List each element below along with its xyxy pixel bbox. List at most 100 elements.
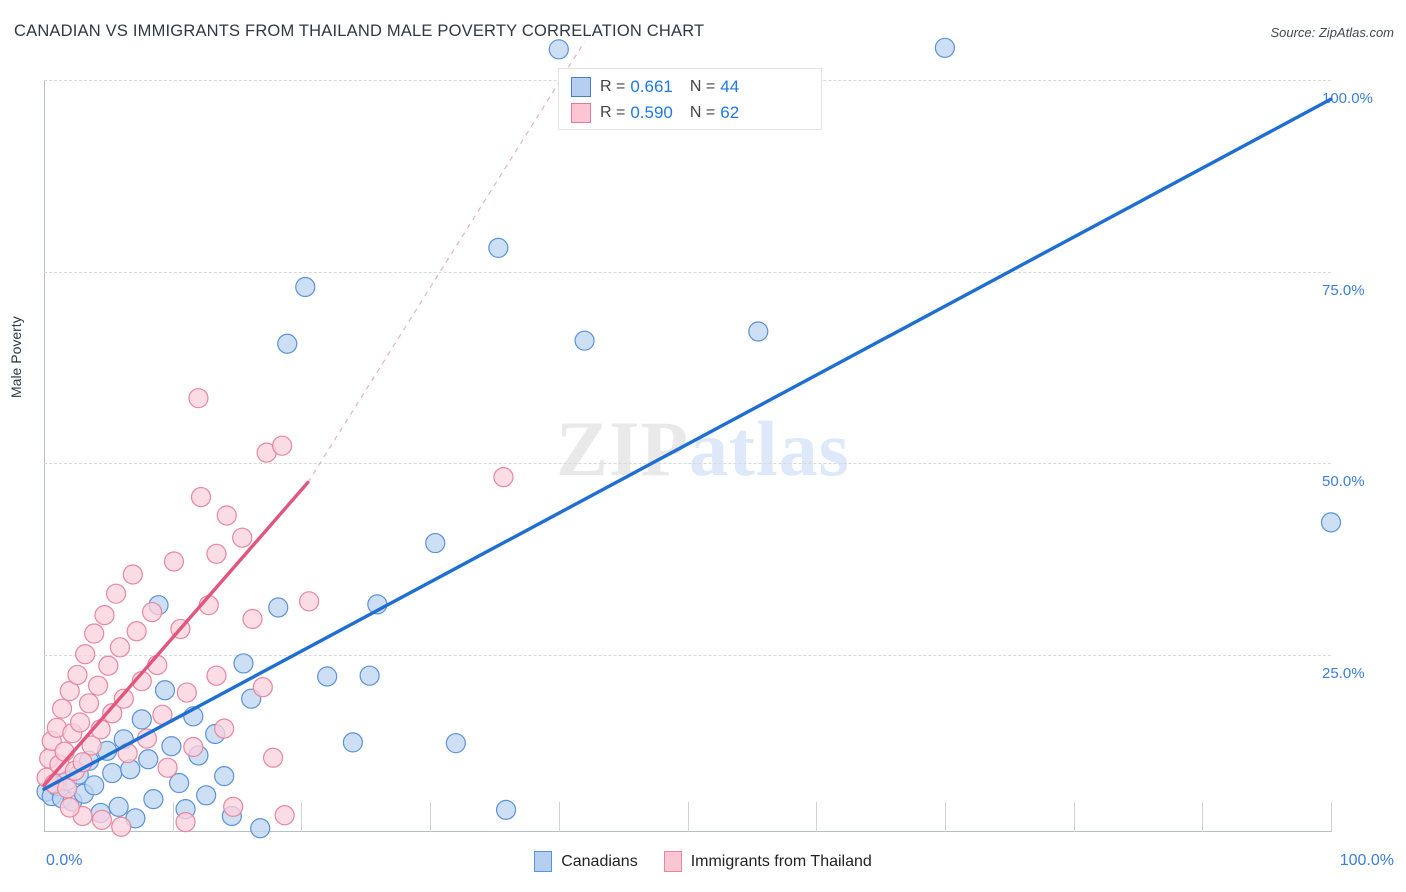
data-point (268, 597, 289, 618)
data-point (934, 37, 956, 58)
data-point (493, 467, 514, 488)
n-value-canadians: 44 (720, 77, 740, 96)
data-point (163, 551, 185, 572)
r-label-canadians: R = (600, 78, 626, 95)
data-point (157, 757, 178, 778)
data-point (102, 762, 123, 784)
data-point (242, 608, 263, 630)
data-point (214, 718, 235, 739)
x-axis-tick (172, 802, 174, 832)
data-point (548, 39, 569, 60)
data-point (748, 321, 769, 342)
y-axis-tick-label: 25.0% (1322, 665, 1365, 682)
data-point (143, 789, 164, 810)
stats-row-canadians: R = 0.661 N = 44 (571, 74, 811, 100)
data-point (91, 809, 113, 830)
data-point (495, 799, 517, 820)
data-point (233, 653, 254, 674)
r-value-canadians: 0.661 (630, 77, 673, 96)
data-point (113, 688, 134, 709)
y-axis-line (44, 80, 45, 832)
data-point (445, 733, 466, 754)
data-point (138, 749, 159, 770)
data-point (87, 675, 109, 696)
x-axis-tick (301, 802, 303, 832)
data-point (169, 772, 190, 794)
page-title: CANADIAN VS IMMIGRANTS FROM THAILAND MAL… (14, 22, 705, 40)
trend-line-canadians (42, 97, 1333, 791)
data-point (277, 333, 298, 354)
data-point (295, 276, 316, 298)
data-point (122, 564, 143, 585)
trend-line-immigrants-from-thailand (42, 480, 310, 788)
data-point (188, 388, 209, 409)
data-point (190, 486, 212, 508)
y-axis-tick-label: 50.0% (1322, 473, 1365, 491)
r-label-thailand: R = (600, 104, 626, 121)
data-point (111, 816, 132, 837)
data-point (75, 644, 96, 665)
data-point (102, 703, 123, 724)
data-point (1320, 512, 1342, 533)
n-label-canadians: N = (689, 78, 716, 95)
data-point (183, 736, 204, 758)
data-point (175, 812, 196, 833)
data-point (223, 796, 244, 817)
data-point (84, 623, 105, 644)
x-axis-tick (1202, 802, 1204, 832)
x-axis-min-label: 0.0% (46, 852, 83, 869)
data-point (176, 682, 197, 703)
x-axis-tick (430, 802, 432, 832)
data-point (359, 665, 380, 686)
correlation-stats-legend: R = 0.661 N = 44 R = 0.590 N = 62 (558, 68, 822, 130)
data-point (81, 735, 102, 756)
data-point (84, 775, 105, 796)
data-point (206, 665, 227, 686)
data-point (274, 805, 295, 826)
data-point (206, 543, 227, 564)
stats-row-thailand: R = 0.590 N = 62 (571, 100, 811, 126)
data-point (98, 655, 119, 676)
series-legend-label: Canadians (561, 852, 638, 870)
data-point (161, 736, 182, 757)
x-axis-tick (1073, 802, 1075, 832)
data-point (78, 693, 100, 714)
gridline (44, 655, 1331, 656)
y-axis-tick-label: 75.0% (1322, 281, 1365, 299)
n-value-thailand: 62 (720, 103, 740, 122)
gridline (44, 271, 1331, 273)
n-label-thailand: N = (689, 104, 716, 121)
x-axis-max-label: 100.0% (1339, 852, 1394, 869)
points-canadians (36, 37, 1342, 839)
r-value-thailand: 0.590 (630, 103, 673, 122)
x-axis-tick (944, 802, 946, 832)
series-legend: Canadians Immigrants from Thailand (0, 851, 1406, 872)
data-point (94, 605, 115, 626)
data-point (51, 698, 73, 719)
series-legend-label: Immigrants from Thailand (690, 852, 872, 870)
data-point (271, 435, 293, 456)
data-point (59, 680, 80, 702)
data-point (299, 591, 320, 612)
data-point (126, 621, 147, 642)
x-axis-tick (687, 802, 689, 832)
legend-swatch-canadians (571, 77, 591, 97)
series-legend-item[interactable]: Immigrants from Thailand (663, 851, 872, 872)
data-point (131, 709, 152, 730)
data-point (488, 237, 509, 258)
data-point (108, 796, 129, 817)
gridline (44, 463, 1331, 465)
data-point (196, 785, 217, 806)
data-point (425, 532, 446, 554)
legend-swatch-thailand (571, 103, 591, 123)
x-axis-tick (816, 802, 818, 832)
data-point (317, 666, 338, 687)
x-axis-tick (558, 802, 560, 832)
data-point (216, 505, 237, 526)
data-point (105, 583, 127, 604)
series-legend-swatch (534, 851, 553, 872)
series-legend-item[interactable]: Canadians (534, 851, 638, 872)
data-point (142, 601, 163, 623)
